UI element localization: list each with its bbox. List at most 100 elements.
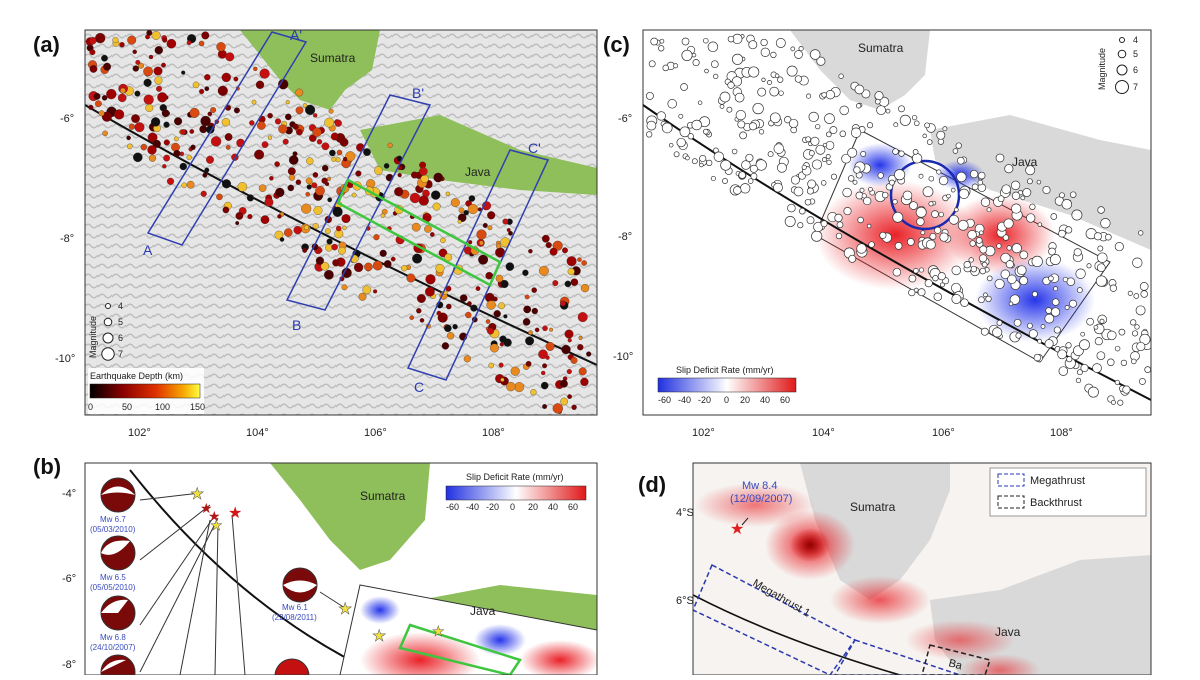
earthquake-marker [1037, 222, 1043, 227]
earthquake-marker [282, 138, 289, 145]
earthquake-marker [646, 120, 657, 131]
earthquake-marker [888, 179, 895, 186]
earthquake-marker [452, 324, 458, 330]
panel-a-lat-tick-3: -10° [55, 353, 75, 365]
earthquake-marker [468, 240, 473, 245]
earthquake-marker [948, 214, 959, 225]
earthquake-marker [1016, 265, 1027, 276]
earthquake-marker [438, 248, 448, 258]
earthquake-marker [752, 102, 764, 115]
earthquake-marker [446, 303, 452, 310]
earthquake-marker [217, 85, 228, 96]
earthquake-marker [854, 84, 865, 95]
panel-b-event-3-date: (24/10/2007) [90, 643, 136, 652]
earthquake-marker [552, 403, 563, 414]
earthquake-marker [181, 70, 186, 75]
earthquake-marker [329, 149, 336, 157]
earthquake-marker [514, 382, 525, 393]
panel-a-frame [84, 29, 598, 416]
earthquake-marker [435, 263, 445, 273]
earthquake-marker [441, 342, 450, 350]
earthquake-marker [463, 246, 472, 255]
panel-d-place-sumatra: Sumatra [850, 500, 896, 514]
earthquake-marker [373, 289, 378, 294]
earthquake-marker [794, 75, 803, 83]
earthquake-marker [893, 122, 899, 128]
earthquake-marker [508, 230, 513, 236]
earthquake-marker [648, 60, 656, 68]
earthquake-marker [498, 302, 505, 310]
earthquake-marker [416, 294, 426, 303]
earthquake-marker [506, 381, 516, 392]
panel-b-event-4-date: (22/08/2011) [272, 613, 317, 622]
earthquake-marker [939, 232, 949, 242]
earthquake-marker [564, 329, 574, 339]
earthquake-marker [894, 242, 903, 250]
earthquake-marker [830, 173, 838, 180]
earthquake-marker [216, 42, 226, 52]
earthquake-marker [863, 196, 872, 206]
earthquake-marker [848, 254, 857, 263]
earthquake-marker [383, 163, 390, 169]
earthquake-marker [979, 267, 986, 275]
earthquake-marker [1107, 330, 1117, 341]
earthquake-marker [567, 394, 572, 399]
earthquake-marker [1107, 358, 1115, 367]
panel-d-lat-tick-2: 6°S [676, 595, 694, 607]
earthquake-marker [295, 106, 304, 115]
panel-a-lat-tick-1: -6° [60, 113, 74, 125]
panel-d-segment-label-2: Ba [947, 657, 964, 672]
earthquake-marker [920, 230, 926, 236]
panel-d-legend-megathrust: Megathrust [1030, 475, 1085, 487]
earthquake-marker [958, 188, 970, 199]
earthquake-marker [221, 72, 231, 83]
earthquake-marker [691, 119, 702, 131]
earthquake-marker [166, 177, 175, 185]
earthquake-marker [199, 88, 205, 95]
earthquake-marker [1073, 248, 1082, 257]
earthquake-marker [476, 229, 487, 240]
earthquake-marker [911, 153, 923, 164]
panel-b-beachballs [100, 477, 318, 675]
earthquake-marker [815, 123, 821, 130]
earthquake-marker [458, 207, 465, 214]
panel-c-mag-7: 7 [1133, 82, 1138, 92]
earthquake-marker [95, 100, 102, 108]
earthquake-marker [685, 155, 690, 161]
earthquake-marker [975, 237, 983, 244]
earthquake-marker [908, 288, 916, 297]
earthquake-marker [977, 171, 986, 180]
earthquake-marker [1114, 242, 1124, 252]
earthquake-marker [979, 245, 988, 254]
earthquake-marker [699, 162, 704, 168]
earthquake-marker [1069, 191, 1077, 198]
earthquake-marker [877, 172, 884, 179]
earthquake-marker [436, 310, 442, 316]
earthquake-marker [1044, 313, 1055, 324]
earthquake-marker [956, 171, 967, 183]
earthquake-marker [412, 253, 423, 264]
earthquake-marker [542, 363, 548, 369]
earthquake-marker [1045, 307, 1053, 314]
panel-a-lat-tick-2: -8° [60, 233, 74, 245]
earthquake-marker [1061, 199, 1073, 210]
earthquake-marker [202, 172, 208, 178]
earthquake-marker [496, 243, 502, 249]
earthquake-marker [503, 338, 512, 347]
earthquake-marker [387, 142, 393, 148]
earthquake-marker [1139, 282, 1149, 291]
earthquake-marker [457, 213, 467, 222]
earthquake-marker [463, 355, 471, 363]
earthquake-marker [918, 173, 924, 179]
earthquake-marker [808, 111, 819, 123]
earthquake-marker [667, 99, 677, 109]
earthquake-marker [868, 241, 875, 248]
earthquake-marker [221, 179, 232, 189]
earthquake-marker [409, 192, 421, 204]
earthquake-marker [797, 222, 804, 229]
earthquake-marker [567, 338, 572, 343]
earthquake-marker [545, 242, 552, 249]
earthquake-marker [567, 268, 575, 276]
earthquake-marker [811, 230, 823, 242]
earthquake-marker [1042, 185, 1051, 195]
